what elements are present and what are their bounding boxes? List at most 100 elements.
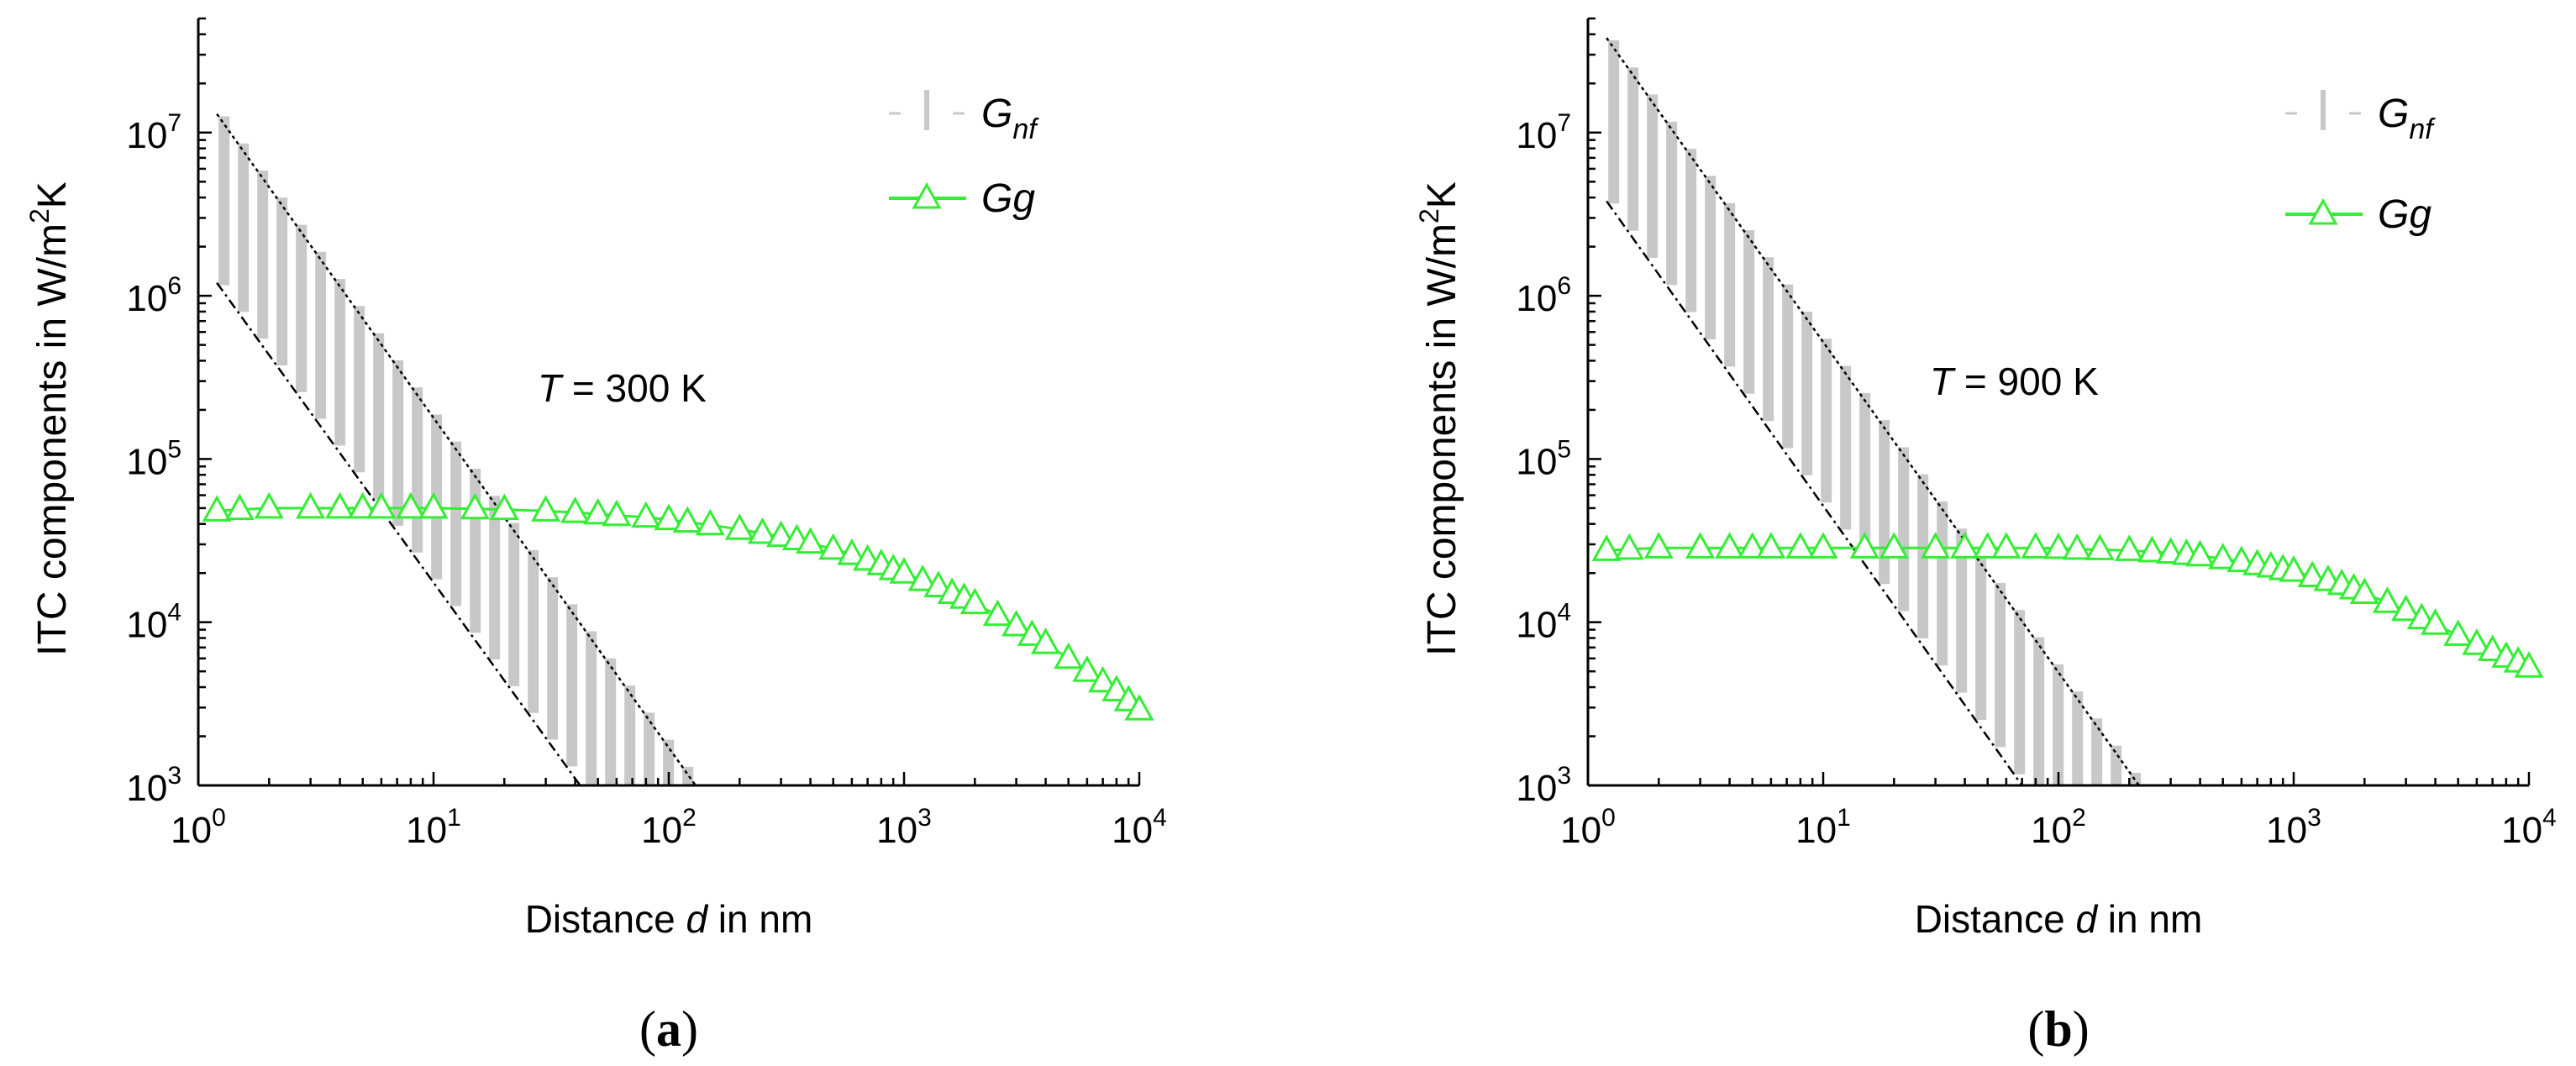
gnf-bar-12 [1840,365,1852,530]
gnf-lower-bound [1606,200,2023,786]
x-tick-label: 103 [876,804,932,851]
gg-point-8 [1808,532,1838,559]
gg-point-23 [2185,539,2216,567]
gg-point-37 [1017,619,1047,646]
gnf-bar-13 [470,468,481,633]
gg-point-38 [1031,628,1061,654]
legend-gg-marker [912,181,942,209]
gnf-bar-16 [528,549,539,713]
gnf-bar-24 [2072,691,2084,785]
y-tick-label: 107 [126,109,181,156]
gg-point-3 [296,491,326,519]
gg-point-15 [631,501,661,528]
gg-point-1 [1614,533,1644,560]
gg-point-11 [1921,532,1951,559]
gnf-bar-10 [1801,311,1813,475]
gnf-bar-9 [392,360,404,526]
gg-point-21 [766,520,796,548]
gnf-bar-22 [644,712,655,785]
gnf-bar-4 [296,224,308,392]
gg-point-36 [1001,609,1032,637]
gnf-bar-0 [218,116,230,286]
gnf-bar-15 [508,522,520,686]
gg-point-0 [1591,534,1622,561]
gnf-bar-3 [1666,121,1678,286]
y-tick-label: 103 [126,762,181,809]
gg-markers [1591,532,2544,678]
y-tick-label: 106 [126,272,181,319]
temperature-annotation: T = 300 K [538,366,707,410]
y-tick-label: 105 [1516,435,1571,482]
gnf-bar-4 [1685,149,1697,312]
y-axis-label: ITC components in W/m2K [1414,181,1464,656]
gg-point-6 [1756,532,1786,559]
gnf-bar-14 [489,496,501,660]
x-tick-label: 104 [1112,804,1167,851]
x-axis-label: Distance d in nm [1915,897,2203,941]
gnf-bar-18 [566,604,578,767]
x-tick-label: 103 [2266,804,2321,851]
gg-point-2 [254,491,284,519]
gnf-bar-22 [2033,637,2045,785]
gg-point-12 [1950,532,1980,559]
panel-label: (b) [2027,1001,2089,1057]
gnf-bar-8 [373,333,385,500]
gg-point-39 [1054,642,1084,670]
gg-point-25 [2226,545,2257,573]
y-axis-label: ITC components in W/m2K [24,181,75,656]
gnf-band [1608,39,2142,785]
gnf-bar-5 [315,251,327,419]
gg-point-5 [1737,532,1768,559]
axis-ticks [1586,17,2531,787]
gg-point-6 [366,491,397,519]
gg-point-7 [1785,532,1816,559]
gnf-bar-5 [1705,176,1716,340]
gg-point-24 [2208,542,2238,570]
gnf-bar-19 [586,631,597,785]
gg-point-24 [818,533,849,560]
gnf-bar-23 [2053,664,2064,785]
y-tick-label: 105 [126,435,181,482]
gg-point-44 [1124,694,1154,721]
gg-point-10 [1879,532,1909,559]
gg-point-11 [531,495,561,522]
y-tick-label: 104 [126,599,181,646]
gnf-bar-11 [431,414,443,580]
gg-point-40 [1072,655,1102,682]
x-axis-label: Distance d in nm [525,897,813,941]
gg-point-30 [907,565,938,591]
gg-point-36 [2391,594,2421,622]
legend: Gnf Gg [2285,90,2436,237]
gg-point-42 [1101,675,1132,701]
gnf-bar-13 [1859,392,1871,557]
x-tick-label: 100 [171,804,226,851]
y-tick-label: 103 [1516,762,1571,809]
gnf-bar-6 [1724,202,1736,367]
gnf-bar-1 [238,143,250,312]
gg-point-7 [396,491,426,519]
gg-point-9 [1849,532,1879,559]
gg-point-8 [418,491,449,519]
gnf-bar-20 [605,658,617,785]
gnf-bar-0 [1608,39,1620,204]
gg-point-35 [982,599,1012,627]
legend-gg-label: Gg [981,176,1035,221]
gg-point-12 [560,496,591,523]
gg-point-13 [1973,532,2003,559]
gg-point-20 [747,517,777,544]
gnf-bar-18 [1956,528,1968,693]
gg-point-10 [489,493,519,521]
gnf-bar-10 [412,387,423,553]
gg-point-3 [1685,532,1716,559]
gnf-bar-1 [1627,67,1639,231]
gg-point-14 [602,499,632,527]
gnf-bar-7 [354,306,365,473]
gnf-bar-2 [1647,94,1659,258]
gg-point-29 [2279,555,2309,582]
x-tick-label: 101 [406,804,461,851]
legend-gnf-label: Gnf [981,92,1039,145]
gg-point-19 [724,513,754,540]
legend-gnf-label: Gnf [2378,92,2436,145]
gg-point-0 [202,495,232,522]
